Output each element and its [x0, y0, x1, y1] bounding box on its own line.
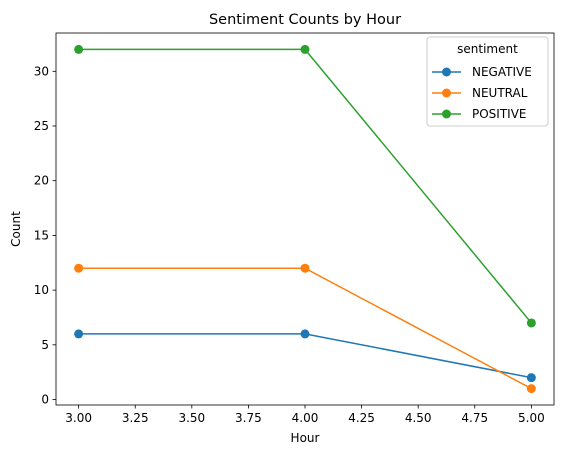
chart-title: Sentiment Counts by Hour [209, 12, 401, 28]
data-point-negative [300, 329, 310, 339]
x-tick-label: 5.00 [518, 411, 545, 425]
data-point-neutral [300, 263, 310, 273]
y-tick-label: 15 [34, 228, 49, 242]
data-point-neutral [526, 384, 536, 394]
data-point-neutral [74, 263, 84, 273]
legend-label-neutral: NEUTRAL [472, 86, 528, 100]
y-tick-label: 10 [34, 283, 49, 297]
y-axis-label: Count [9, 211, 23, 247]
legend-label-positive: POSITIVE [472, 107, 527, 121]
x-tick-label: 3.75 [235, 411, 262, 425]
x-tick-label: 3.25 [122, 411, 149, 425]
data-point-negative [526, 373, 536, 383]
series-layer [74, 44, 536, 394]
x-axis-label: Hour [291, 431, 320, 445]
legend-marker-positive [442, 109, 451, 119]
legend-marker-negative [442, 67, 451, 77]
y-tick-label: 30 [34, 64, 49, 78]
y-axis: 0 5 10 15 20 25 30 [34, 64, 56, 407]
x-axis: 3.00 3.25 3.50 3.75 4.00 4.25 4.50 4.75 5.00 [65, 405, 545, 425]
x-tick-label: 4.75 [461, 411, 488, 425]
data-point-negative [74, 329, 84, 339]
y-tick-label: 0 [41, 393, 49, 407]
legend-marker-neutral [442, 88, 451, 98]
series-line-neutral [78, 267, 532, 390]
x-tick-label: 4.00 [292, 411, 319, 425]
legend-frame [426, 36, 549, 127]
y-tick-label: 25 [34, 119, 49, 133]
x-tick-label: 4.50 [405, 411, 432, 425]
x-tick-label: 3.50 [178, 411, 205, 425]
x-tick-label: 4.25 [348, 411, 375, 425]
legend-label-negative: NEGATIVE [472, 65, 532, 79]
data-point-positive [300, 44, 310, 54]
data-point-positive [74, 44, 84, 54]
x-tick-label: 3.00 [65, 411, 92, 425]
series-line-negative [78, 333, 532, 379]
data-point-positive [526, 318, 536, 328]
legend-title: sentiment [457, 42, 518, 56]
legend: sentiment NEGATIVE NEUTRAL POSITIVE [426, 36, 549, 127]
y-tick-label: 20 [34, 174, 49, 188]
y-tick-label: 5 [41, 338, 49, 352]
